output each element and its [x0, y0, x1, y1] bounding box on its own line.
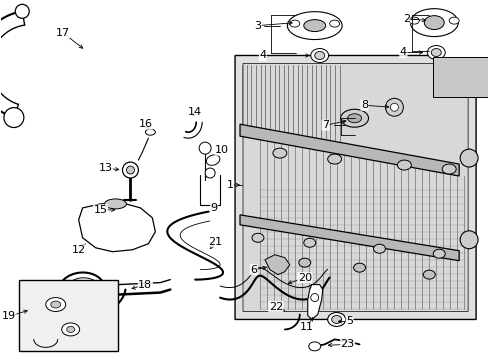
Text: 9: 9: [210, 203, 217, 213]
Bar: [432, 58, 487, 97]
Polygon shape: [243, 63, 467, 311]
Text: 23: 23: [340, 339, 354, 349]
Ellipse shape: [329, 20, 339, 27]
Ellipse shape: [272, 148, 286, 158]
Text: 14: 14: [188, 107, 202, 117]
Ellipse shape: [206, 155, 220, 165]
Ellipse shape: [145, 129, 155, 135]
Ellipse shape: [427, 45, 444, 59]
Polygon shape: [240, 215, 458, 261]
Circle shape: [15, 4, 29, 18]
Text: 12: 12: [71, 245, 85, 255]
Ellipse shape: [104, 199, 126, 209]
Text: 1: 1: [226, 180, 233, 190]
Text: 13: 13: [99, 163, 112, 173]
Ellipse shape: [308, 342, 320, 351]
Polygon shape: [240, 124, 458, 176]
Ellipse shape: [441, 164, 455, 174]
Text: 16: 16: [138, 119, 152, 129]
Ellipse shape: [287, 12, 342, 40]
Ellipse shape: [310, 49, 328, 62]
Ellipse shape: [408, 17, 419, 24]
Ellipse shape: [373, 244, 385, 253]
Text: 18: 18: [138, 280, 152, 289]
Ellipse shape: [327, 312, 345, 327]
Ellipse shape: [126, 166, 134, 174]
Ellipse shape: [61, 323, 80, 336]
Text: 4: 4: [399, 48, 406, 58]
Ellipse shape: [424, 15, 443, 30]
Circle shape: [459, 149, 477, 167]
Ellipse shape: [347, 114, 361, 123]
Ellipse shape: [251, 233, 264, 242]
Ellipse shape: [409, 9, 457, 37]
Ellipse shape: [397, 160, 410, 170]
Text: 21: 21: [207, 237, 222, 247]
Text: 2: 2: [402, 14, 409, 24]
Text: 15: 15: [93, 205, 107, 215]
Ellipse shape: [353, 263, 365, 272]
Text: 22: 22: [268, 302, 283, 311]
Circle shape: [389, 103, 398, 111]
Ellipse shape: [448, 17, 458, 24]
Text: 20: 20: [297, 273, 311, 283]
Ellipse shape: [303, 238, 315, 247]
Ellipse shape: [51, 301, 61, 308]
Text: 6: 6: [250, 265, 257, 275]
Text: 10: 10: [215, 145, 228, 155]
Ellipse shape: [430, 49, 440, 57]
Ellipse shape: [340, 109, 368, 127]
Ellipse shape: [327, 154, 341, 164]
Circle shape: [385, 98, 403, 116]
Ellipse shape: [46, 298, 65, 311]
Ellipse shape: [314, 51, 324, 59]
Ellipse shape: [289, 20, 299, 27]
Circle shape: [459, 231, 477, 249]
Text: 17: 17: [56, 28, 70, 37]
Ellipse shape: [331, 315, 341, 323]
Text: 3: 3: [254, 21, 261, 31]
Text: 19: 19: [2, 311, 16, 321]
Ellipse shape: [66, 327, 75, 332]
Circle shape: [199, 142, 211, 154]
Polygon shape: [235, 55, 475, 319]
Polygon shape: [264, 255, 289, 275]
Text: 8: 8: [360, 100, 367, 110]
Ellipse shape: [432, 249, 444, 258]
Circle shape: [310, 293, 318, 302]
Bar: [19, 280, 118, 351]
Ellipse shape: [423, 270, 434, 279]
Circle shape: [4, 108, 24, 127]
Text: 5: 5: [346, 316, 352, 327]
Text: 7: 7: [322, 120, 328, 130]
Ellipse shape: [298, 258, 310, 267]
Ellipse shape: [303, 20, 325, 32]
Text: 4: 4: [259, 50, 266, 60]
Polygon shape: [307, 285, 322, 319]
Text: 11: 11: [299, 323, 313, 332]
Circle shape: [205, 168, 215, 178]
Ellipse shape: [122, 162, 138, 178]
Polygon shape: [79, 203, 155, 252]
